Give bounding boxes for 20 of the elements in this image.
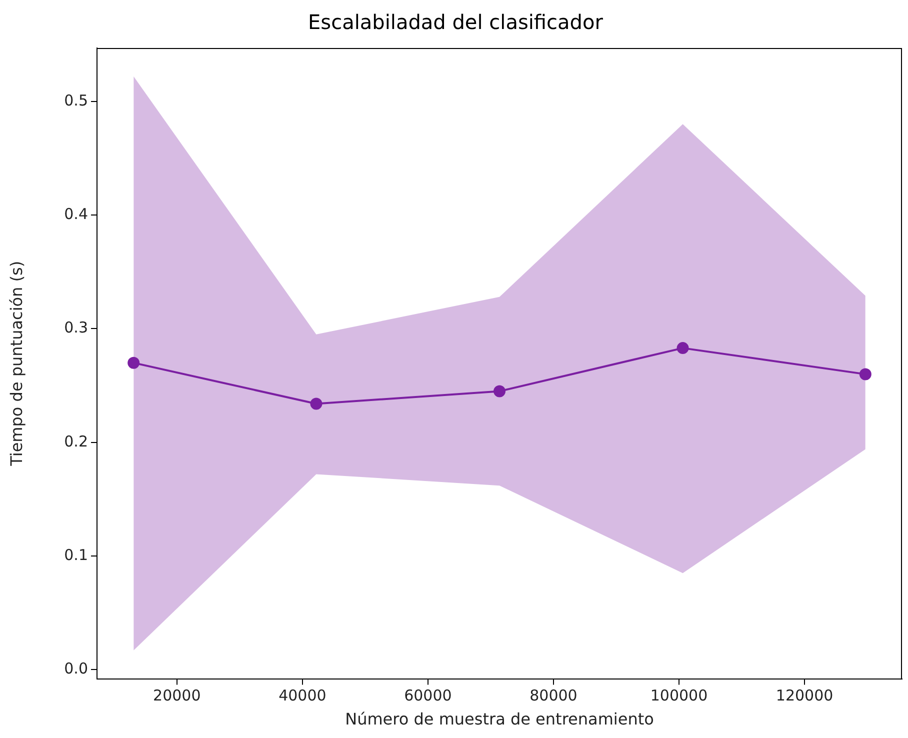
- x-tick-label: 40000: [278, 686, 326, 705]
- x-tick-label: 20000: [153, 686, 201, 705]
- point: [494, 385, 506, 398]
- y-tick-label: 0.5: [64, 91, 88, 110]
- x-tick-label: 100000: [650, 686, 708, 705]
- x-tick-label: 60000: [404, 686, 452, 705]
- y-tick-label: 0.0: [64, 660, 88, 678]
- point: [310, 398, 322, 410]
- y-tick-label: 0.3: [64, 318, 88, 337]
- y-tick-label: 0.4: [64, 204, 88, 223]
- x-axis-title: Número de muestra de entrenamiento: [345, 710, 654, 729]
- x-tick-label: 120000: [776, 686, 834, 705]
- x-tick-label: 80000: [530, 686, 578, 705]
- chart-title: Escalabiladad del clasificador: [308, 10, 604, 34]
- point: [676, 342, 689, 354]
- y-tick-label: 0.1: [64, 546, 88, 564]
- point: [128, 356, 140, 369]
- y-axis-title: Tiempo de puntuación (s): [6, 260, 26, 467]
- point: [859, 368, 872, 380]
- y-tick-label: 0.2: [64, 432, 88, 450]
